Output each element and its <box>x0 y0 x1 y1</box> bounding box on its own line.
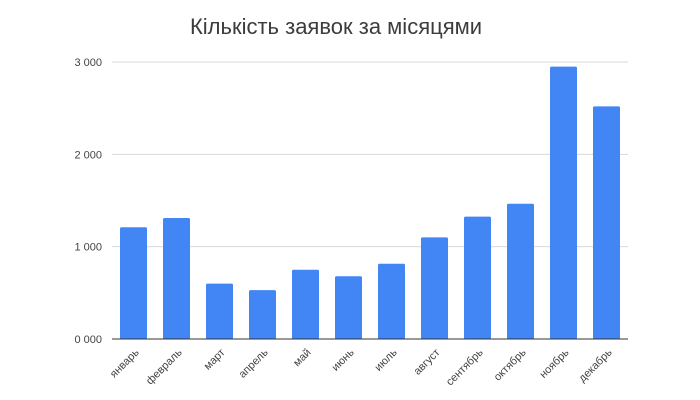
bar-октябрь <box>507 203 534 339</box>
y-tick-label: 1 000 <box>74 242 102 254</box>
x-tick-label: январь <box>108 346 142 380</box>
x-tick-label: август <box>412 347 443 378</box>
x-tick-label: апрель <box>237 346 271 380</box>
bar-ноябрь <box>550 66 577 339</box>
y-tick-label: 2 000 <box>74 149 102 161</box>
x-tick-label: февраль <box>144 346 185 387</box>
x-tick-label: июнь <box>330 346 357 373</box>
bar-декабрь <box>593 106 620 339</box>
y-axis-tick-labels: 0 000 1 000 2 000 3 000 <box>74 57 102 346</box>
chart-title: Кількість заявок за місяцями <box>190 14 482 39</box>
grid-lines <box>112 61 628 248</box>
x-tick-label: май <box>291 347 314 370</box>
x-tick-label: март <box>202 347 228 373</box>
bar-июнь <box>335 276 362 339</box>
bar-август <box>421 237 448 339</box>
y-tick-label: 3 000 <box>74 57 102 69</box>
bar-февраль <box>163 218 190 339</box>
x-tick-label: ноябрь <box>537 346 571 380</box>
bar-сентябрь <box>464 216 491 339</box>
x-axis-tick-labels: январь февраль март апрель май июнь июль август… <box>108 346 615 388</box>
bar-апрель <box>249 290 276 339</box>
bar-январь <box>120 227 147 339</box>
x-tick-label: сентябрь <box>444 346 486 388</box>
y-tick-label: 0 000 <box>74 334 102 346</box>
x-tick-label: декабрь <box>577 346 615 384</box>
bar-март <box>206 283 233 339</box>
x-tick-label: июль <box>373 346 400 373</box>
bars <box>120 66 620 339</box>
bar-июль <box>378 263 405 339</box>
x-tick-label: октябрь <box>492 346 529 383</box>
bar-май <box>292 269 319 339</box>
